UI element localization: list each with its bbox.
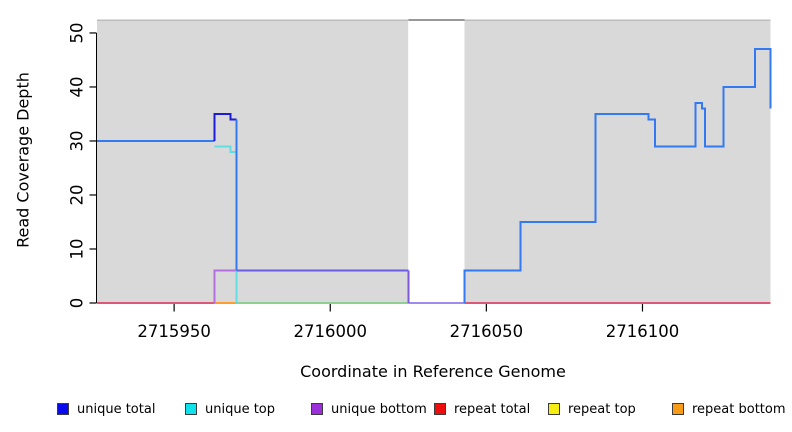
legend-item-unique-top: unique top <box>185 399 275 419</box>
unique-region <box>97 20 409 303</box>
repeat-top-swatch-icon <box>548 403 560 415</box>
legend-item-repeat-top: repeat top <box>548 399 636 419</box>
y-tick-label: 30 <box>68 130 87 151</box>
legend-label: unique bottom <box>331 401 427 417</box>
segment-total-right <box>463 48 772 303</box>
unique-bottom-swatch-icon <box>311 403 323 415</box>
repeat-total-swatch-icon <box>434 403 446 415</box>
legend-item-unique-total: unique total <box>57 399 155 419</box>
segment-unique-bottom-rise <box>213 269 237 303</box>
legend-label: repeat top <box>568 401 636 417</box>
x-tick-label: 2715950 <box>137 322 211 341</box>
legend-item-unique-bottom: unique bottom <box>311 399 427 419</box>
y-tick-label: 0 <box>68 298 87 309</box>
legend-item-repeat-bottom: repeat bottom <box>672 399 786 419</box>
unique-region <box>464 20 771 303</box>
unique-total-swatch-icon <box>57 403 69 415</box>
gap-region <box>408 20 465 303</box>
y-axis-title: Read Coverage Depth <box>13 72 33 248</box>
legend-label: repeat bottom <box>692 401 786 417</box>
legend-label: repeat total <box>454 401 531 417</box>
legend-item-repeat-total: repeat total <box>434 399 530 419</box>
x-tick-label: 2716000 <box>293 322 367 341</box>
repeat-bottom-swatch-icon <box>672 403 684 415</box>
segment-total-peak-35-34 <box>213 112 237 141</box>
unique-top-swatch-icon <box>185 403 197 415</box>
legend-label: unique top <box>205 401 276 417</box>
y-tick-label: 20 <box>68 184 87 205</box>
coverage-plot: 0 10 20 30 40 50 2715950 2716000 2716050 2716100 <box>68 19 772 341</box>
y-tick-label: 40 <box>68 76 87 97</box>
x-tick-label: 2716050 <box>450 322 524 341</box>
legend: unique total unique top unique bottom re… <box>0 399 792 421</box>
y-tick-label: 10 <box>68 238 87 259</box>
legend-label: unique total <box>77 401 156 417</box>
x-tick-label: 2716100 <box>606 322 680 341</box>
x-axis-title: Coordinate in Reference Genome <box>300 362 566 381</box>
y-tick-label: 50 <box>68 22 87 43</box>
